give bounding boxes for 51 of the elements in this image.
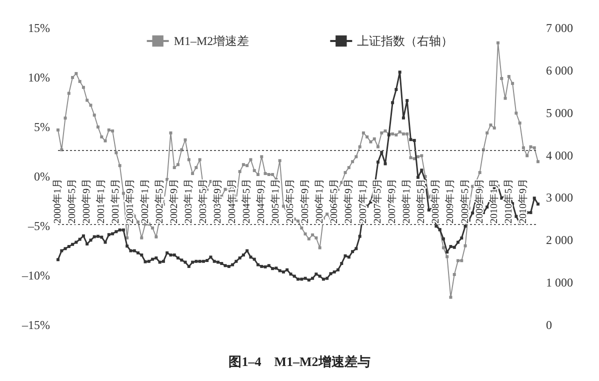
y-tick-label: –10%: [21, 268, 50, 282]
y2-tick-label: 0: [546, 318, 552, 332]
x-tick-label: 2008年5月: [415, 178, 428, 224]
x-tick-label: 2002年1月: [138, 178, 151, 224]
x-tick-label: 2007年5月: [372, 178, 384, 224]
x-tick-label: 2004年5月: [240, 178, 253, 224]
x-tick-label: 2004年9月: [255, 178, 268, 224]
x-tick-label: 2007年1月: [356, 178, 369, 224]
x-tick-label: 2003年5月: [196, 178, 209, 224]
x-tick-label: 2000年9月: [80, 178, 93, 224]
x-tick-label: 2010年5月: [502, 178, 514, 224]
x-tick-label: 2004年1月: [226, 178, 238, 224]
x-tick-label: 2009年9月: [473, 178, 486, 224]
y-tick-label: 0%: [34, 170, 50, 184]
x-tick-label: 2005年9月: [298, 178, 311, 224]
x-tick-label: 2003年1月: [182, 178, 194, 224]
x-tick-label: 2001年1月: [95, 178, 108, 224]
legend-label: M1–M2增速差: [174, 34, 250, 48]
y-tick-label: 15%: [28, 21, 50, 35]
y-tick-label: 10%: [28, 70, 50, 84]
x-tick-label: 2010年1月: [488, 178, 500, 224]
text: 图1–4 M1–M2增速差与: [228, 354, 370, 369]
y2-tick-label: 5 000: [546, 106, 573, 120]
y-tick-label: –5%: [27, 219, 50, 233]
x-tick-label: 2007年9月: [386, 178, 398, 224]
y-tick-label: –15%: [21, 318, 50, 332]
y2-tick-label: 6 000: [546, 63, 573, 78]
x-tick-label: 2010年9月: [516, 178, 529, 224]
x-tick-label: 2009年5月: [458, 178, 471, 224]
y2-tick-label: 4 000: [546, 148, 573, 162]
y2-tick-label: 3 000: [546, 190, 573, 205]
x-tick-label: 2002年5月: [153, 178, 166, 224]
y2-tick-label: 1 000: [546, 276, 573, 290]
x-tick-label: 2006年5月: [328, 178, 340, 224]
y2-tick-label: 2 000: [546, 233, 573, 248]
x-tick-label: 2001年9月: [124, 178, 136, 224]
x-tick-label: 2009年1月: [444, 178, 456, 224]
x-tick-label: 2005年5月: [284, 178, 296, 224]
x-tick-label: 2008年9月: [430, 178, 442, 224]
x-tick-label: 2005年1月: [270, 178, 282, 224]
x-tick-label: 2003年9月: [212, 178, 224, 224]
y2-tick-label: 7 000: [546, 21, 573, 35]
x-tick-label: 2006年1月: [313, 178, 326, 224]
x-tick-label: 2002年9月: [168, 178, 180, 224]
x-tick-label: 2000年1月: [52, 178, 64, 224]
x-tick-label: 2001年5月: [110, 178, 122, 224]
x-tick-label: 2000年5月: [66, 178, 78, 224]
x-tick-label: 2008年1月: [400, 178, 413, 224]
legend-label: 上证指数（右轴）: [357, 34, 454, 48]
y-tick-label: 5%: [34, 120, 50, 134]
x-tick-label: 2006年9月: [342, 178, 354, 224]
